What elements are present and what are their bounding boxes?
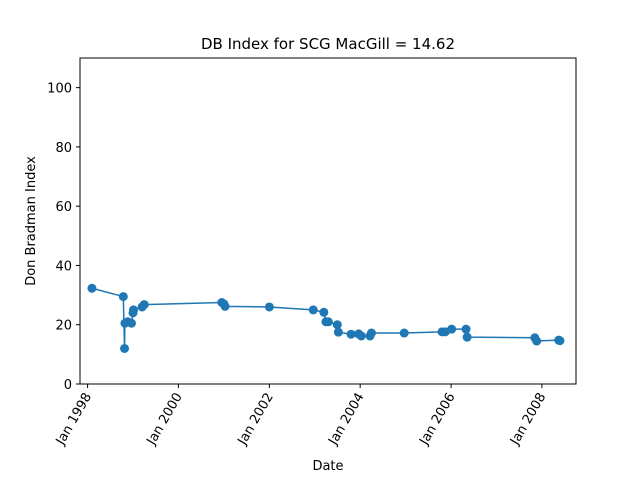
x-axis-label: Date bbox=[312, 459, 343, 474]
data-point bbox=[346, 329, 356, 339]
data-point bbox=[366, 328, 376, 338]
data-point bbox=[118, 292, 128, 302]
data-point bbox=[319, 307, 329, 317]
data-point bbox=[120, 343, 130, 353]
data-point bbox=[127, 318, 136, 328]
data-point bbox=[220, 301, 230, 311]
data-point bbox=[264, 302, 274, 312]
x-tick-label: Jan 1998 bbox=[53, 391, 95, 449]
data-point bbox=[332, 320, 342, 330]
data-point bbox=[555, 336, 565, 346]
x-tick-label: Jan 2008 bbox=[507, 391, 549, 449]
data-point bbox=[399, 328, 409, 338]
data-point bbox=[462, 332, 472, 342]
data-point bbox=[308, 305, 318, 315]
y-tick-label: 60 bbox=[55, 200, 72, 215]
y-tick-label: 0 bbox=[64, 378, 72, 393]
y-tick-label: 40 bbox=[55, 259, 72, 274]
y-tick-label: 80 bbox=[55, 141, 72, 156]
data-point bbox=[323, 317, 333, 327]
data-point bbox=[532, 336, 542, 346]
y-tick-label: 100 bbox=[47, 82, 72, 97]
y-axis: 0 20 40 60 80 100 bbox=[47, 82, 80, 393]
y-axis-label: Don Bradman Index bbox=[24, 156, 39, 286]
x-tick-label: Jan 2004 bbox=[325, 391, 367, 449]
data-point bbox=[87, 283, 97, 293]
data-point bbox=[128, 305, 138, 315]
x-axis: Jan 1998 Jan 2000 Jan 2002 Jan 2004 Jan 2006… bbox=[53, 384, 549, 448]
x-tick-label: Jan 2000 bbox=[144, 391, 186, 449]
x-tick-label: Jan 2002 bbox=[235, 391, 277, 449]
data-point bbox=[139, 300, 149, 310]
y-tick-label: 20 bbox=[55, 319, 72, 334]
data-point bbox=[461, 324, 471, 334]
plot-frame bbox=[79, 57, 577, 385]
data-point bbox=[333, 327, 343, 337]
data-point bbox=[356, 331, 366, 341]
chart-title: DB Index for SCG MacGill = 14.62 bbox=[201, 35, 455, 53]
plot-area bbox=[87, 283, 565, 353]
data-point bbox=[447, 324, 457, 334]
x-tick-label: Jan 2006 bbox=[416, 391, 458, 449]
